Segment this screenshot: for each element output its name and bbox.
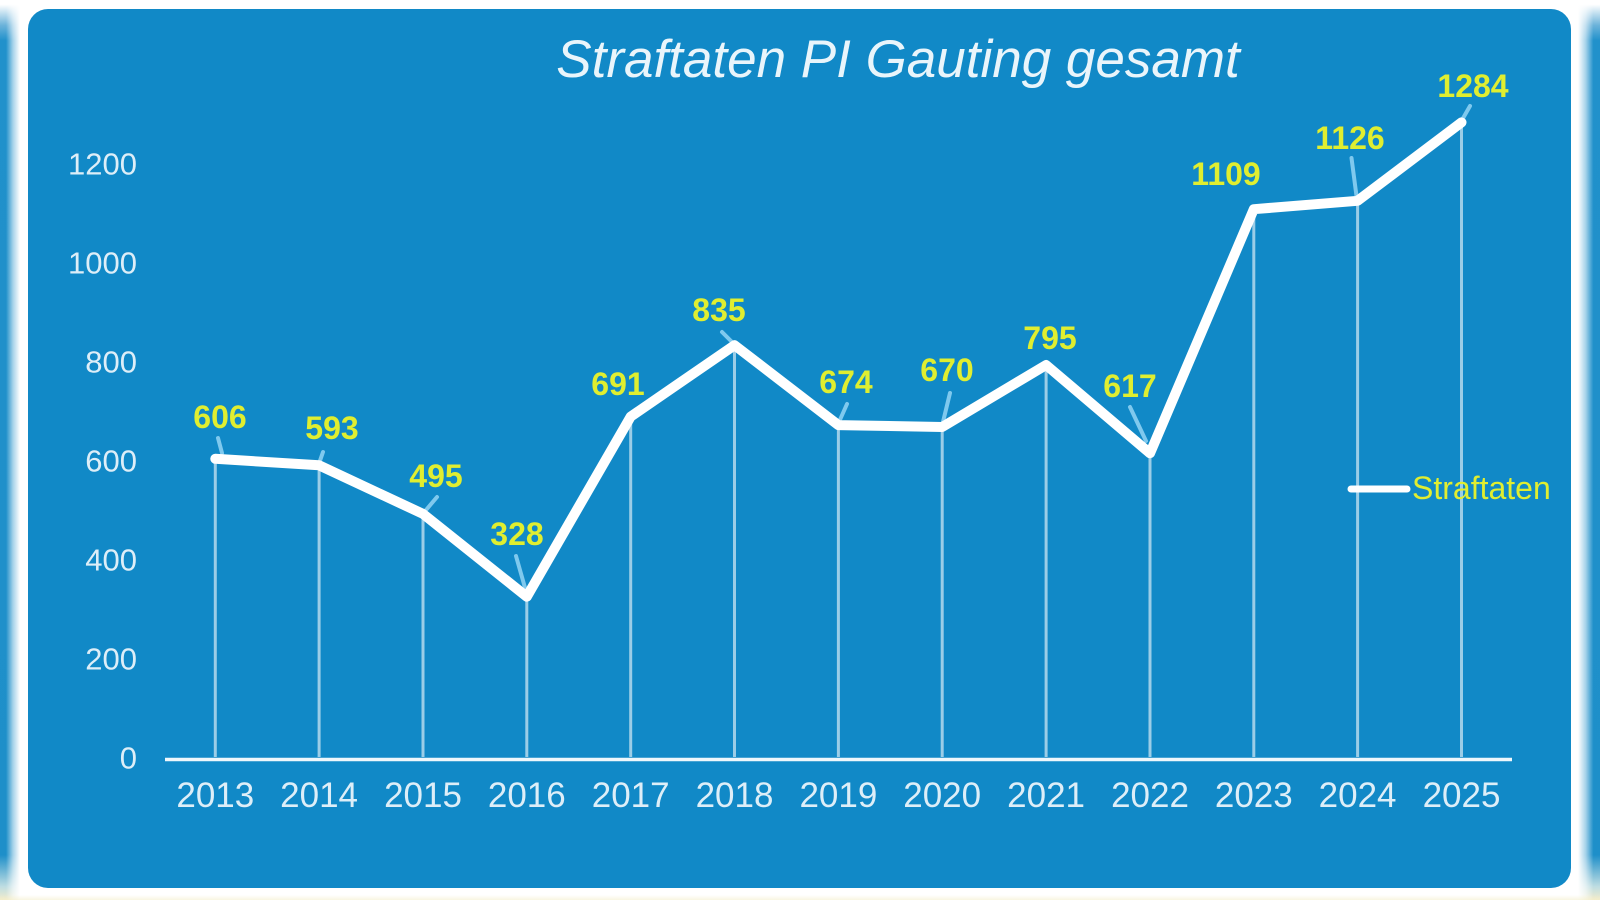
svg-text:495: 495 [409, 458, 462, 494]
svg-text:2018: 2018 [696, 776, 774, 815]
svg-text:2025: 2025 [1423, 776, 1501, 815]
svg-text:1284: 1284 [1437, 68, 1508, 104]
svg-text:2016: 2016 [488, 776, 566, 815]
svg-text:2017: 2017 [592, 776, 670, 815]
svg-text:1109: 1109 [1191, 156, 1260, 192]
svg-text:593: 593 [305, 410, 358, 446]
svg-text:617: 617 [1103, 368, 1156, 404]
svg-text:606: 606 [193, 399, 246, 435]
svg-text:800: 800 [85, 345, 137, 380]
svg-text:600: 600 [85, 444, 137, 479]
svg-text:795: 795 [1023, 320, 1076, 356]
svg-text:674: 674 [819, 364, 873, 400]
svg-text:Straftaten: Straftaten [1412, 470, 1551, 506]
svg-text:2021: 2021 [1007, 776, 1085, 815]
svg-text:1200: 1200 [68, 147, 137, 182]
svg-text:2022: 2022 [1111, 776, 1189, 815]
svg-text:670: 670 [920, 352, 973, 388]
svg-text:2020: 2020 [903, 776, 981, 815]
svg-text:0: 0 [120, 741, 137, 776]
svg-text:691: 691 [591, 366, 644, 402]
svg-text:400: 400 [85, 543, 137, 578]
svg-text:1126: 1126 [1315, 120, 1384, 156]
svg-text:2019: 2019 [799, 776, 877, 815]
svg-text:1000: 1000 [68, 246, 137, 281]
svg-text:835: 835 [692, 292, 745, 328]
svg-text:2014: 2014 [280, 776, 358, 815]
svg-text:2015: 2015 [384, 776, 462, 815]
svg-text:2023: 2023 [1215, 776, 1293, 815]
svg-text:328: 328 [490, 516, 543, 552]
svg-text:2024: 2024 [1319, 776, 1397, 815]
svg-text:Straftaten PI Gauting gesamt: Straftaten PI Gauting gesamt [556, 30, 1242, 89]
svg-text:200: 200 [85, 642, 137, 677]
svg-text:2013: 2013 [176, 776, 254, 815]
